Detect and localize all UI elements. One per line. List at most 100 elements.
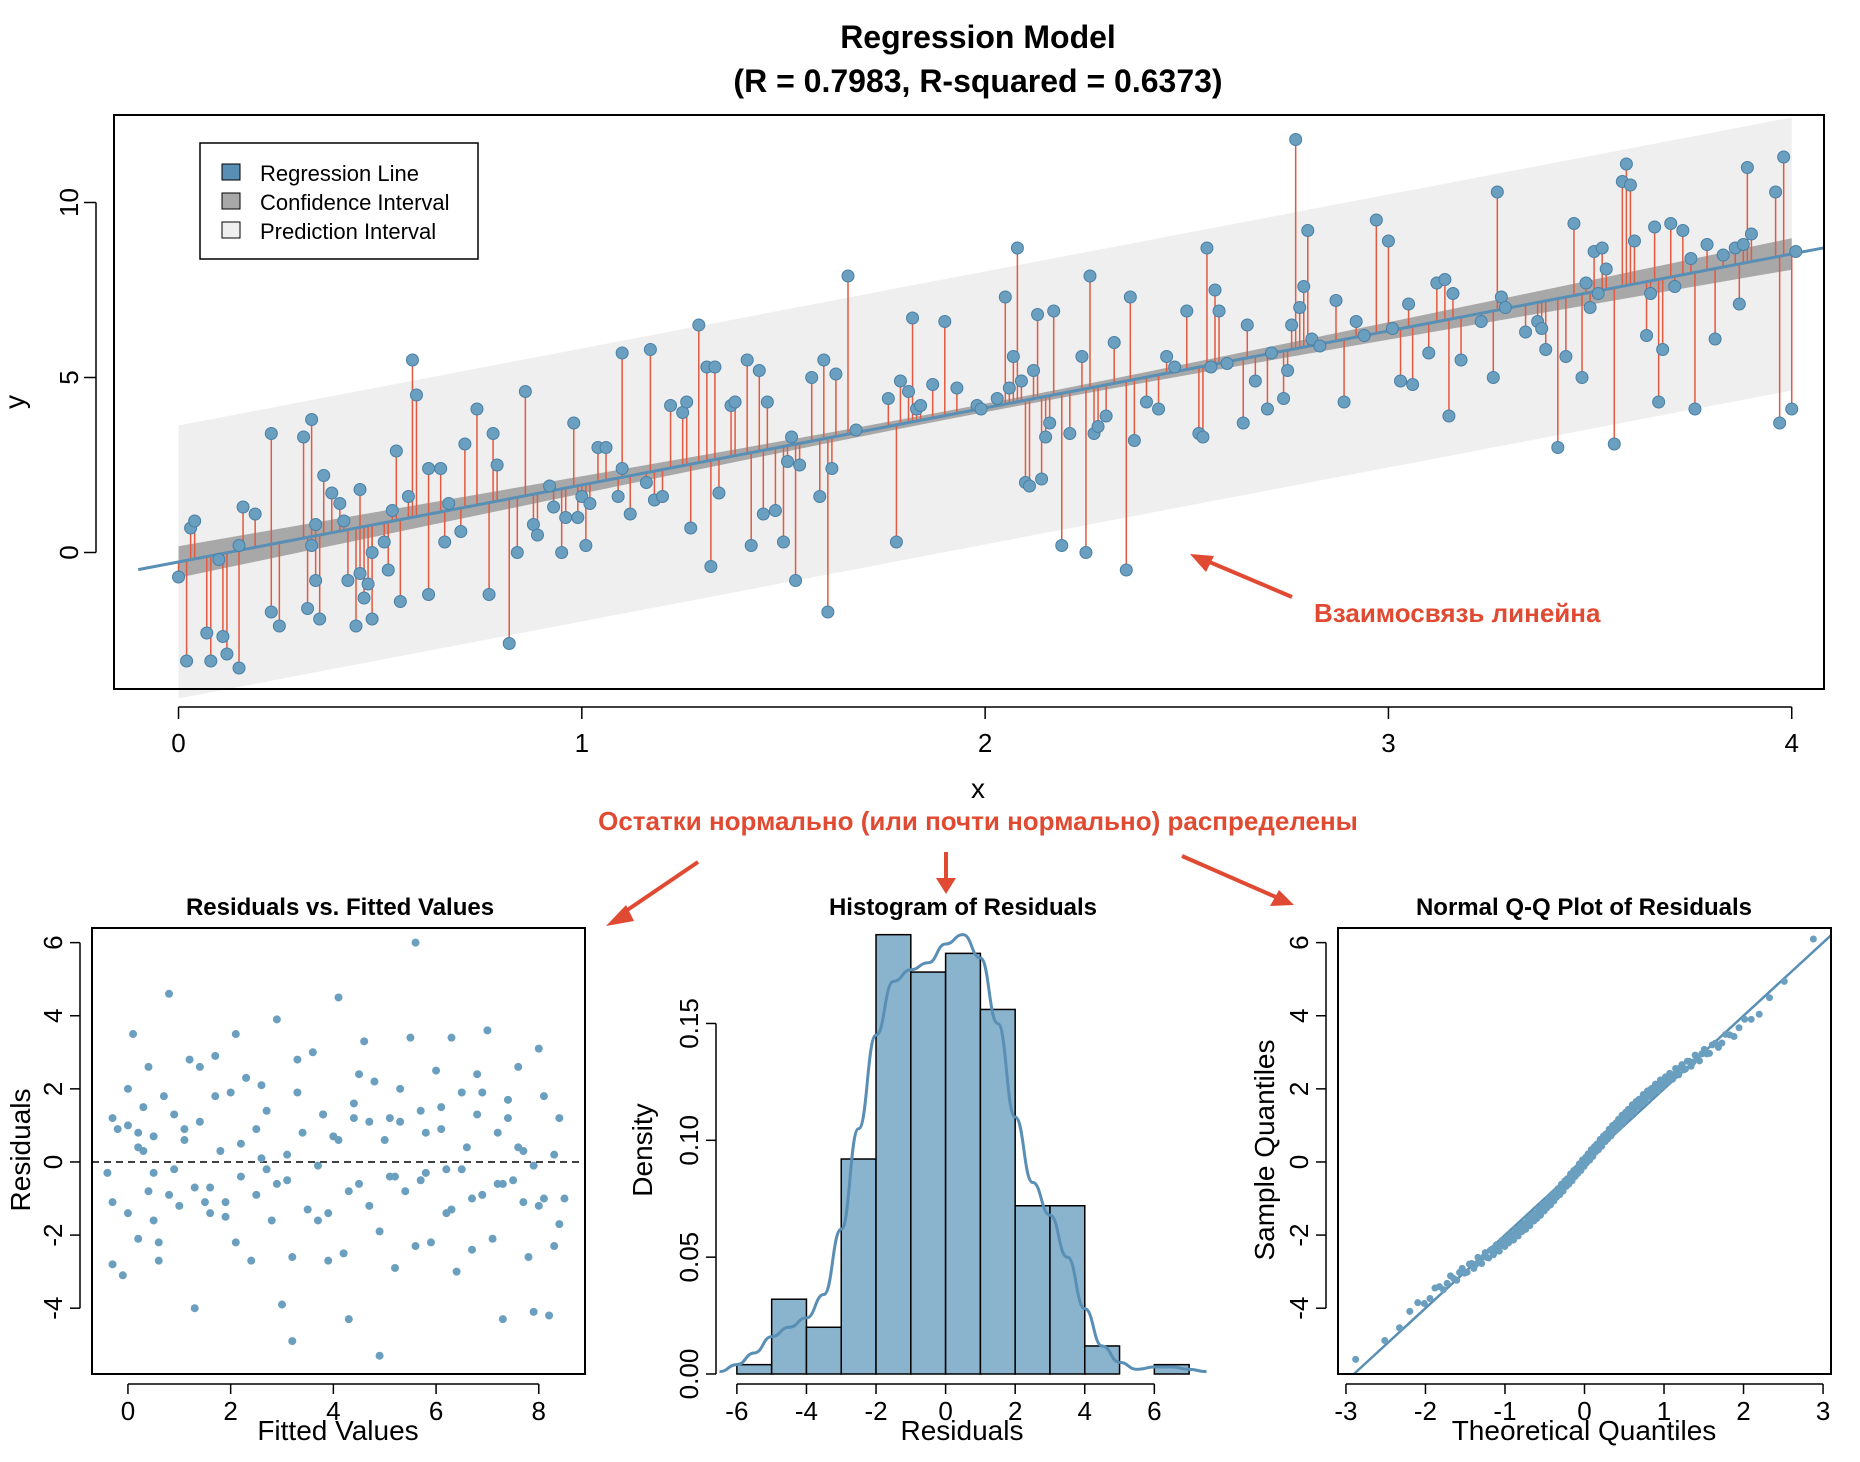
residual-point: [380, 1136, 389, 1145]
data-point: [692, 318, 706, 332]
data-point: [781, 455, 795, 468]
data-point: [1152, 402, 1166, 416]
data-point: [1591, 287, 1605, 300]
x-tick-label: 2: [223, 1396, 237, 1426]
data-point: [1623, 178, 1637, 192]
residual-point: [313, 1161, 322, 1170]
data-point: [204, 654, 218, 668]
residual-point: [539, 1092, 548, 1101]
residual-point: [355, 1179, 364, 1188]
data-point: [1422, 346, 1436, 360]
data-point: [1668, 280, 1682, 293]
residual-point: [298, 1128, 307, 1137]
qq-point: [1420, 1300, 1428, 1308]
residual-point: [550, 1150, 559, 1159]
data-point: [643, 343, 657, 356]
y-tick-label: 2: [38, 1082, 68, 1096]
data-point: [704, 560, 718, 573]
qq-panel: Normal Q-Q Plot of Residuals -3 -2 -1 0 1 2 3-…: [1249, 894, 1832, 1446]
residual-point: [118, 1271, 127, 1280]
residual-point: [283, 1150, 292, 1159]
data-point: [1200, 241, 1214, 255]
residual-point: [442, 1165, 451, 1174]
data-point: [583, 497, 597, 510]
residual-point: [355, 1070, 364, 1079]
data-point: [906, 311, 920, 325]
data-point: [1385, 322, 1399, 335]
data-point: [599, 441, 613, 454]
data-point: [232, 539, 246, 552]
data-point: [990, 392, 1004, 405]
y-tick-label: -2: [38, 1224, 68, 1247]
data-point: [361, 577, 375, 591]
data-point: [1006, 350, 1020, 363]
data-point: [889, 535, 903, 549]
qq-point: [1735, 1024, 1743, 1032]
annotation-linear-arrow: [1199, 556, 1293, 599]
residual-point: [272, 1179, 281, 1188]
qq-point: [1718, 1039, 1726, 1047]
data-point: [785, 430, 799, 444]
y-tick-label: 0: [54, 545, 84, 559]
data-point: [216, 630, 230, 643]
residual-point: [534, 1044, 543, 1053]
qq-point: [1495, 1247, 1503, 1255]
residual-point: [432, 1066, 441, 1075]
data-point: [760, 395, 774, 409]
x-tick-label: 4: [1785, 728, 1799, 758]
residual-point: [375, 1227, 384, 1236]
data-point: [756, 507, 770, 521]
residual-point: [519, 1198, 528, 1207]
data-point: [1539, 343, 1553, 356]
residual-point: [139, 1103, 148, 1112]
residual-point: [493, 1179, 502, 1188]
x-tick-label: 2: [1736, 1396, 1750, 1426]
data-point: [305, 413, 319, 426]
data-point: [1063, 427, 1077, 440]
qq-point: [1463, 1268, 1471, 1276]
data-point: [881, 392, 895, 405]
qq-xlabel: Theoretical Quantiles: [1452, 1415, 1717, 1446]
residual-point: [503, 1095, 512, 1104]
residual-point: [278, 1300, 287, 1309]
residual-point: [154, 1238, 163, 1247]
data-point: [655, 490, 669, 503]
data-point: [333, 497, 347, 510]
histogram-xlabel: Residuals: [901, 1415, 1024, 1446]
y-tick-label: 10: [54, 188, 84, 217]
y-tick-label: 0.00: [674, 1349, 704, 1400]
data-point: [1357, 329, 1371, 342]
histogram-bar: [910, 971, 947, 1375]
data-point: [825, 462, 839, 475]
legend-label-regression: Regression Line: [260, 161, 419, 186]
data-point: [248, 507, 262, 521]
y-tick-label: 0.05: [674, 1232, 704, 1283]
residual-point: [334, 993, 343, 1002]
residual-point: [514, 1143, 523, 1152]
residual-point: [385, 1172, 394, 1181]
residual-point: [165, 1190, 174, 1199]
data-point: [1240, 318, 1254, 332]
data-point: [1535, 322, 1549, 335]
data-point: [401, 490, 415, 503]
data-point: [377, 535, 391, 549]
data-point: [357, 591, 371, 605]
data-point: [1498, 301, 1512, 314]
qq-point: [1696, 1057, 1704, 1065]
residual-point: [252, 1125, 261, 1134]
data-point: [849, 423, 863, 437]
residual-point: [103, 1168, 112, 1177]
data-point: [1079, 546, 1093, 559]
data-point: [1736, 238, 1750, 251]
data-point: [1264, 346, 1278, 360]
data-point: [1583, 301, 1597, 314]
annotation-arrowhead-middle: [936, 878, 956, 894]
residual-point: [236, 1139, 245, 1148]
data-point: [1047, 304, 1061, 318]
data-point: [305, 539, 319, 552]
qq-point: [1406, 1307, 1414, 1315]
data-point: [1022, 479, 1036, 493]
residual-point: [129, 1030, 138, 1039]
residual-point: [529, 1307, 538, 1316]
residual-point: [447, 1033, 456, 1042]
